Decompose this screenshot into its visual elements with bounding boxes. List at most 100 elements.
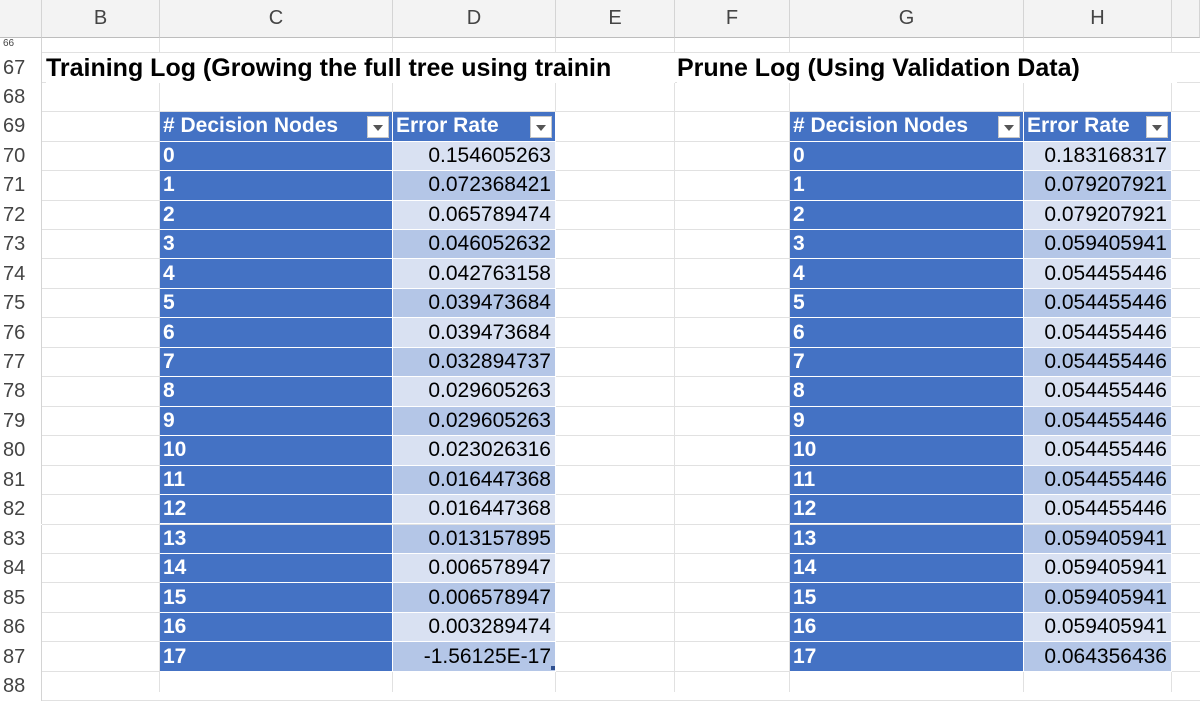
error-rate-cell[interactable]: 0.006578947 xyxy=(393,583,556,613)
row-header[interactable]: 68 xyxy=(0,82,42,113)
error-rate-cell[interactable]: 0.016447368 xyxy=(393,495,556,525)
row-header[interactable]: 77 xyxy=(0,347,42,378)
row-header[interactable]: 81 xyxy=(0,465,42,496)
row-header[interactable]: 87 xyxy=(0,642,42,672)
column-header[interactable]: B xyxy=(42,0,160,38)
error-rate-cell[interactable]: 0.079207921 xyxy=(1024,171,1172,201)
row-header[interactable]: 85 xyxy=(0,583,42,613)
decision-nodes-cell[interactable]: 2 xyxy=(160,200,393,230)
filter-button[interactable] xyxy=(530,116,552,139)
filter-button[interactable] xyxy=(998,116,1020,139)
error-rate-cell[interactable]: 0.023026316 xyxy=(393,436,556,466)
decision-nodes-cell[interactable]: 8 xyxy=(790,377,1024,407)
error-rate-cell[interactable]: 0.183168317 xyxy=(1024,141,1172,172)
error-rate-cell[interactable]: 0.039473684 xyxy=(393,318,556,348)
row-header[interactable]: 71 xyxy=(0,171,42,201)
decision-nodes-cell[interactable]: 14 xyxy=(790,553,1024,584)
row-header[interactable]: 75 xyxy=(0,288,42,319)
decision-nodes-cell[interactable]: 7 xyxy=(160,347,393,378)
error-rate-cell[interactable]: 0.032894737 xyxy=(393,347,556,378)
error-rate-cell[interactable]: 0.064356436 xyxy=(1024,642,1172,672)
error-rate-cell[interactable]: 0.042763158 xyxy=(393,259,556,289)
decision-nodes-cell[interactable]: 4 xyxy=(790,259,1024,289)
error-rate-cell[interactable]: 0.039473684 xyxy=(393,288,556,319)
error-rate-cell[interactable]: 0.059405941 xyxy=(1024,230,1172,260)
decision-nodes-cell[interactable]: 17 xyxy=(160,642,393,672)
error-rate-cell[interactable]: 0.079207921 xyxy=(1024,200,1172,230)
decision-nodes-cell[interactable]: 3 xyxy=(790,230,1024,260)
decision-nodes-cell[interactable]: 14 xyxy=(160,553,393,584)
error-rate-cell[interactable]: 0.013157895 xyxy=(393,524,556,554)
error-rate-cell[interactable]: 0.059405941 xyxy=(1024,612,1172,643)
error-rate-cell[interactable]: 0.029605263 xyxy=(393,406,556,437)
row-header[interactable]: 73 xyxy=(0,230,42,260)
error-rate-cell[interactable]: 0.054455446 xyxy=(1024,259,1172,289)
row-header[interactable]: 84 xyxy=(0,553,42,584)
table-header[interactable]: Error Rate xyxy=(393,112,556,142)
decision-nodes-cell[interactable]: 10 xyxy=(160,436,393,466)
column-header[interactable]: E xyxy=(556,0,675,38)
decision-nodes-cell[interactable]: 12 xyxy=(160,495,393,525)
decision-nodes-cell[interactable]: 5 xyxy=(790,288,1024,319)
decision-nodes-cell[interactable]: 15 xyxy=(160,583,393,613)
table-header[interactable]: # Decision Nodes xyxy=(160,112,393,142)
error-rate-cell[interactable]: 0.054455446 xyxy=(1024,495,1172,525)
decision-nodes-cell[interactable]: 6 xyxy=(790,318,1024,348)
decision-nodes-cell[interactable]: 10 xyxy=(790,436,1024,466)
row-header[interactable]: 79 xyxy=(0,406,42,437)
decision-nodes-cell[interactable]: 17 xyxy=(790,642,1024,672)
decision-nodes-cell[interactable]: 16 xyxy=(160,612,393,643)
row-header[interactable]: 82 xyxy=(0,495,42,525)
row-header[interactable]: 67 xyxy=(0,53,42,83)
error-rate-cell[interactable]: 0.054455446 xyxy=(1024,347,1172,378)
row-header[interactable]: 72 xyxy=(0,200,42,230)
error-rate-cell[interactable]: 0.059405941 xyxy=(1024,583,1172,613)
row-header[interactable]: 86 xyxy=(0,612,42,643)
filter-button[interactable] xyxy=(1146,116,1168,139)
decision-nodes-cell[interactable]: 15 xyxy=(790,583,1024,613)
error-rate-cell[interactable]: 0.065789474 xyxy=(393,200,556,230)
error-rate-cell[interactable]: 0.054455446 xyxy=(1024,318,1172,348)
error-rate-cell[interactable]: 0.006578947 xyxy=(393,553,556,584)
error-rate-cell[interactable]: 0.059405941 xyxy=(1024,553,1172,584)
decision-nodes-cell[interactable]: 6 xyxy=(160,318,393,348)
error-rate-cell[interactable]: -1.56125E-17 xyxy=(393,642,556,672)
decision-nodes-cell[interactable]: 13 xyxy=(790,524,1024,554)
column-header[interactable]: H xyxy=(1024,0,1172,38)
row-header[interactable]: 78 xyxy=(0,377,42,407)
decision-nodes-cell[interactable]: 0 xyxy=(790,141,1024,172)
resize-handle[interactable] xyxy=(551,665,555,670)
decision-nodes-cell[interactable]: 0 xyxy=(160,141,393,172)
row-header[interactable]: 76 xyxy=(0,318,42,348)
row-header[interactable]: 80 xyxy=(0,436,42,466)
column-header[interactable]: G xyxy=(790,0,1024,38)
row-header[interactable]: 70 xyxy=(0,141,42,172)
column-header[interactable]: C xyxy=(160,0,393,38)
row-header[interactable]: 83 xyxy=(0,524,42,554)
row-header[interactable]: 88 xyxy=(0,671,42,701)
error-rate-cell[interactable]: 0.016447368 xyxy=(393,465,556,496)
decision-nodes-cell[interactable]: 9 xyxy=(790,406,1024,437)
decision-nodes-cell[interactable]: 1 xyxy=(160,171,393,201)
error-rate-cell[interactable]: 0.054455446 xyxy=(1024,288,1172,319)
error-rate-cell[interactable]: 0.054455446 xyxy=(1024,465,1172,496)
decision-nodes-cell[interactable]: 7 xyxy=(790,347,1024,378)
error-rate-cell[interactable]: 0.029605263 xyxy=(393,377,556,407)
decision-nodes-cell[interactable]: 16 xyxy=(790,612,1024,643)
column-header[interactable]: F xyxy=(675,0,790,38)
decision-nodes-cell[interactable]: 2 xyxy=(790,200,1024,230)
decision-nodes-cell[interactable]: 3 xyxy=(160,230,393,260)
row-header[interactable]: 66 xyxy=(0,38,42,54)
error-rate-cell[interactable]: 0.054455446 xyxy=(1024,406,1172,437)
error-rate-cell[interactable]: 0.046052632 xyxy=(393,230,556,260)
table-header[interactable]: # Decision Nodes xyxy=(790,112,1024,142)
decision-nodes-cell[interactable]: 11 xyxy=(790,465,1024,496)
decision-nodes-cell[interactable]: 12 xyxy=(790,495,1024,525)
error-rate-cell[interactable]: 0.072368421 xyxy=(393,171,556,201)
decision-nodes-cell[interactable]: 1 xyxy=(790,171,1024,201)
decision-nodes-cell[interactable]: 9 xyxy=(160,406,393,437)
decision-nodes-cell[interactable]: 4 xyxy=(160,259,393,289)
error-rate-cell[interactable]: 0.003289474 xyxy=(393,612,556,643)
row-header[interactable]: 69 xyxy=(0,112,42,142)
decision-nodes-cell[interactable]: 8 xyxy=(160,377,393,407)
